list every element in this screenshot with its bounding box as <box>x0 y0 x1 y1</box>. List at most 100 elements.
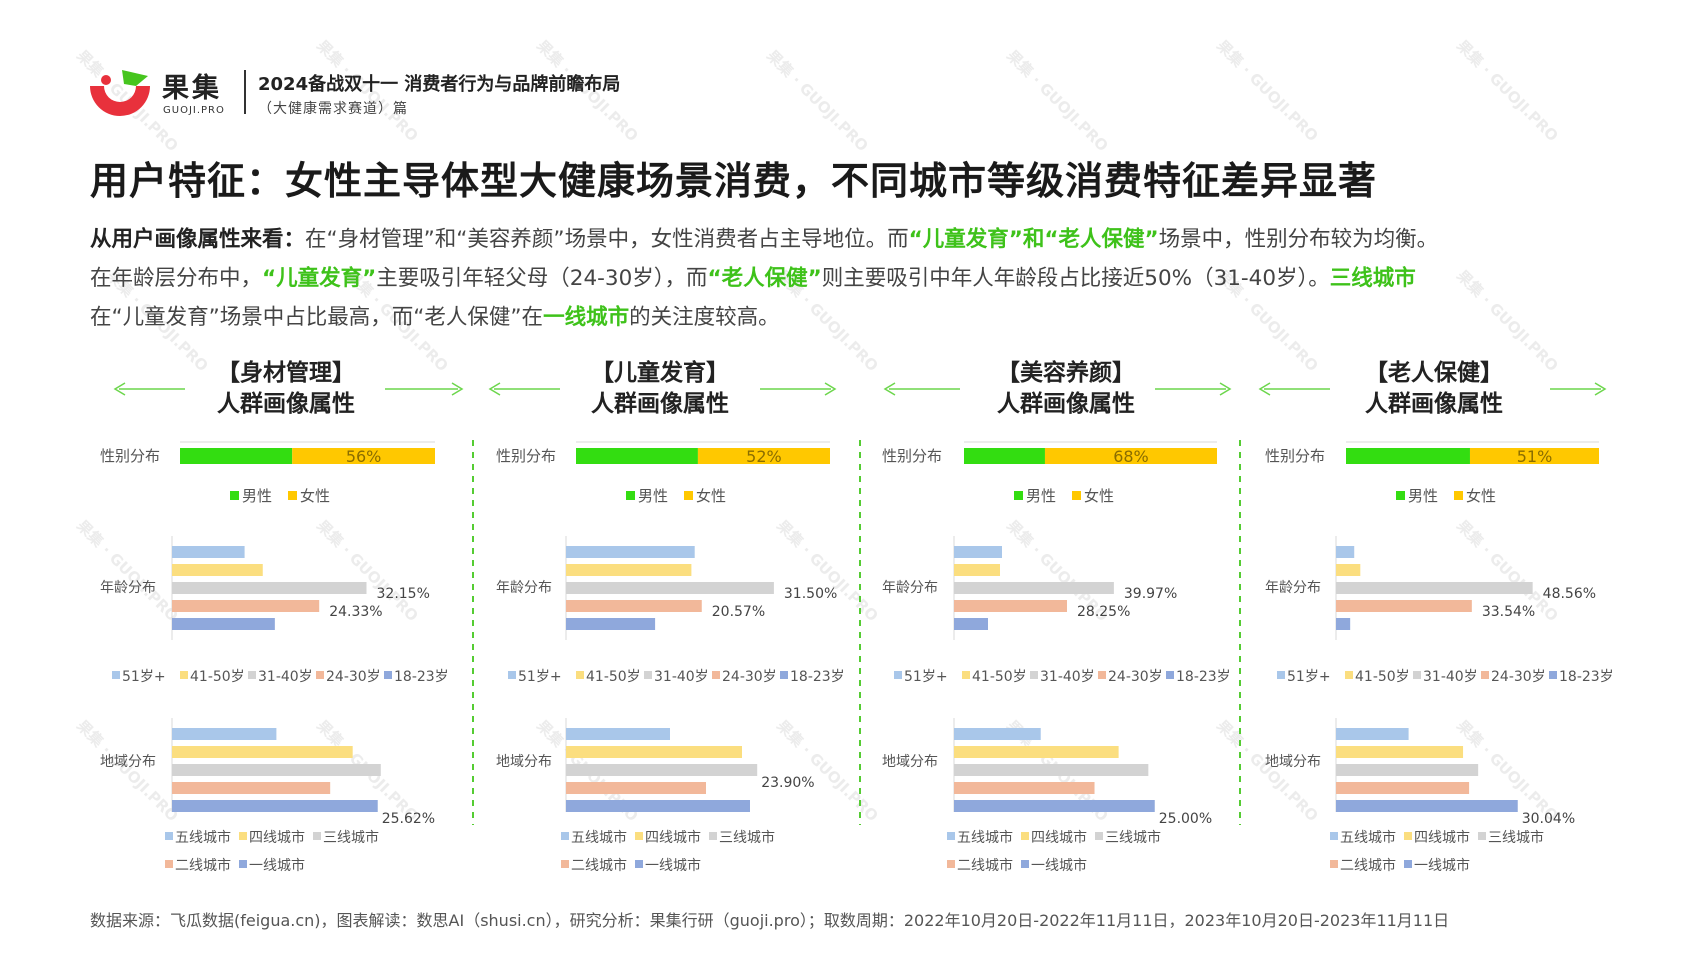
legend-label-male: 男性 <box>1408 487 1438 505</box>
legend-swatch-male <box>1014 491 1023 500</box>
description-highlight: “儿童发育”和“老人保健” <box>908 227 1159 252</box>
legend-label-age: 24-30岁 <box>1491 669 1546 685</box>
description-text: 的关注度较高。 <box>629 305 780 330</box>
gender-bar-female <box>697 448 830 464</box>
legend-label-region: 五线城市 <box>1340 829 1396 846</box>
legend-swatch-age <box>316 671 324 679</box>
legend-swatch-male <box>230 491 239 500</box>
legend-label-region: 一线城市 <box>1414 857 1470 874</box>
legend-swatch-region <box>165 860 173 868</box>
legend-label-region: 五线城市 <box>571 829 627 846</box>
region-bar <box>1336 764 1479 776</box>
legend-label-region: 二线城市 <box>175 857 231 874</box>
legend-swatch-age <box>780 671 788 679</box>
region-data-label: 23.90% <box>761 775 814 791</box>
region-bar <box>954 764 1149 776</box>
legend-label-age: 51岁+ <box>122 669 166 685</box>
left-arrow-icon <box>488 382 501 396</box>
panel-title-line: 【身材管理】 <box>217 360 355 386</box>
legend-swatch-region <box>947 860 955 868</box>
age-bar <box>172 618 275 630</box>
right-arrow-icon <box>1594 382 1607 396</box>
region-bar <box>954 746 1119 758</box>
legend-swatch-age <box>576 671 584 679</box>
region-row-label: 地域分布 <box>496 754 552 770</box>
region-bar <box>1336 746 1464 758</box>
legend-swatch-age <box>248 671 256 679</box>
region-bar <box>566 728 670 740</box>
panel-title-line: 【美容养颜】 <box>997 360 1135 386</box>
legend-label-male: 男性 <box>1026 487 1056 505</box>
left-arrow-icon <box>113 382 126 396</box>
panel-title-line: 人群画像属性 <box>217 391 355 417</box>
right-arrow-icon <box>451 382 464 396</box>
header-divider <box>244 70 246 114</box>
legend-swatch-region <box>1404 860 1412 868</box>
age-data-label: 32.15% <box>377 586 430 602</box>
age-bar <box>954 600 1067 612</box>
age-data-label: 31.50% <box>784 586 837 602</box>
description-highlight: 三线城市 <box>1329 266 1416 291</box>
logo-text: 果集 <box>162 73 222 104</box>
age-bar <box>954 618 988 630</box>
gender-bar-male <box>180 448 293 464</box>
region-row-label: 地域分布 <box>882 754 938 770</box>
legend-label-region: 一线城市 <box>1031 857 1087 874</box>
logo-icon <box>90 70 150 116</box>
legend-swatch-age <box>384 671 392 679</box>
region-data-label: 30.04% <box>1522 811 1575 827</box>
page-title: 用户特征：女性主导体型大健康场景消费，不同城市等级消费特征差异显著 <box>90 159 1378 203</box>
panel-title-line: 人群画像属性 <box>997 391 1135 417</box>
logo-subtext: GUOJI.PRO <box>163 105 225 116</box>
legend-swatch-age <box>1030 671 1038 679</box>
gender-row-label: 性别分布 <box>882 447 942 465</box>
age-bar <box>954 564 1000 576</box>
region-data-label: 25.62% <box>382 811 435 827</box>
age-bar <box>172 546 245 558</box>
legend-swatch-age <box>894 671 902 679</box>
age-data-label: 28.25% <box>1077 604 1130 620</box>
legend-label-age: 24-30岁 <box>326 669 381 685</box>
legend-swatch-region <box>709 832 717 840</box>
report-subtitle: （大健康需求赛道）篇 <box>258 101 408 117</box>
legend-label-age: 51岁+ <box>1287 669 1331 685</box>
gender-bar-female <box>1469 448 1599 464</box>
region-bar <box>1336 800 1518 812</box>
legend-swatch-age <box>112 671 120 679</box>
description-highlight: “儿童发育” <box>262 266 377 291</box>
legend-label-age: 31-40岁 <box>258 669 313 685</box>
description-line-3: 在“儿童发育”场景中占比最高，而“老人保健”在一线城市的关注度较高。 <box>90 298 1630 337</box>
legend-label-age: 24-30岁 <box>1108 669 1163 685</box>
legend-swatch-age <box>712 671 720 679</box>
gender-bar-male <box>1346 448 1470 464</box>
legend-label-age: 24-30岁 <box>722 669 777 685</box>
gender-bar-female <box>292 448 435 464</box>
panel-title-line: 人群画像属性 <box>591 391 729 417</box>
region-bar <box>566 746 742 758</box>
legend-swatch-female <box>288 491 297 500</box>
legend-label-age: 31-40岁 <box>1423 669 1478 685</box>
gender-data-label: 56% <box>346 447 382 466</box>
description-highlight: 一线城市 <box>543 305 630 330</box>
panel-title-2: 【儿童发育】 人群画像属性 <box>540 358 780 420</box>
legend-label-region: 五线城市 <box>175 829 231 846</box>
region-bar <box>954 800 1155 812</box>
legend-label-region: 三线城市 <box>719 829 775 846</box>
legend-swatch-region <box>1330 832 1338 840</box>
region-bar <box>566 800 750 812</box>
legend-swatch-age <box>1345 671 1353 679</box>
right-arrow-icon <box>824 382 837 396</box>
region-row-label: 地域分布 <box>1265 754 1321 770</box>
legend-swatch-female <box>684 491 693 500</box>
description-text: 则主要吸引中年人年龄段占比接近50%（31-40岁）。 <box>821 266 1330 291</box>
legend-swatch-region <box>1404 832 1412 840</box>
gender-bar-female <box>1044 448 1217 464</box>
panel-title-4: 【老人保健】 人群画像属性 <box>1314 358 1554 420</box>
region-row-label: 地域分布 <box>100 754 156 770</box>
legend-label-region: 二线城市 <box>571 857 627 874</box>
legend-swatch-age <box>1549 671 1557 679</box>
region-bar <box>1336 782 1470 794</box>
region-bar <box>172 782 331 794</box>
age-bar <box>954 546 1002 558</box>
legend-swatch-female <box>1072 491 1081 500</box>
